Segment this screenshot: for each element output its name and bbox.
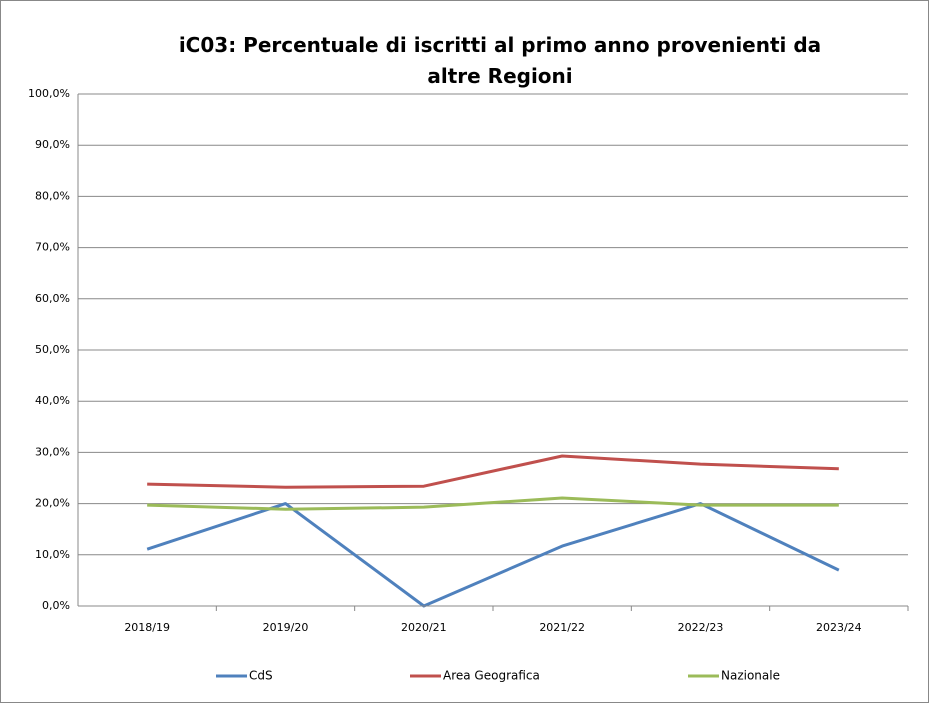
y-tick-label: 70,0%	[35, 241, 70, 254]
legend-label: Area Geografica	[443, 669, 540, 683]
x-tick-label: 2018/19	[124, 621, 170, 634]
series-line	[146, 502, 840, 608]
y-tick-label: 80,0%	[35, 189, 70, 202]
legend-label: CdS	[249, 669, 273, 683]
y-tick-label: 0,0%	[42, 599, 70, 612]
x-tick-label: 2022/23	[678, 621, 724, 634]
y-tick-label: 10,0%	[35, 548, 70, 561]
x-tick-label: 2021/22	[539, 621, 585, 634]
x-tick-label: 2023/24	[816, 621, 862, 634]
y-tick-label: 90,0%	[35, 138, 70, 151]
series-line	[147, 496, 839, 511]
y-tick-label: 20,0%	[35, 497, 70, 510]
x-tick-label: 2020/21	[401, 621, 447, 634]
legend-label: Nazionale	[721, 669, 780, 683]
y-tick-label: 100,0%	[28, 87, 70, 100]
y-tick-label: 40,0%	[35, 394, 70, 407]
y-tick-label: 30,0%	[35, 445, 70, 458]
x-tick-label: 2019/20	[263, 621, 309, 634]
series-line	[147, 454, 839, 489]
y-tick-label: 60,0%	[35, 292, 70, 305]
chart-title: iC03: Percentuale di iscritti al primo a…	[178, 33, 822, 88]
y-tick-label: 50,0%	[35, 343, 70, 356]
